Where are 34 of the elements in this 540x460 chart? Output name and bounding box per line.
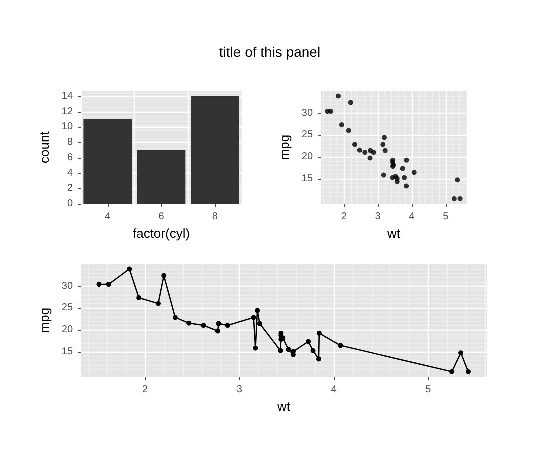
- x-tick-label: 4: [331, 384, 338, 396]
- y-tick-label: 10: [62, 122, 74, 133]
- y-tick-label: 30: [62, 280, 74, 292]
- x-tick-label: 3: [236, 384, 243, 396]
- y-axis-title: mpg: [37, 308, 52, 334]
- x-tick-label: 5: [426, 384, 432, 396]
- x-tick-label: 3: [375, 212, 382, 223]
- y-tick-label: 25: [62, 302, 74, 314]
- x-tick-label: 2: [341, 212, 348, 223]
- x-tick-label: 8: [212, 212, 218, 223]
- y-tick-label: 4: [67, 168, 74, 179]
- y-tick-label: 12: [62, 106, 74, 118]
- x-tick-label: 2: [142, 384, 148, 396]
- y-tick-label: 6: [67, 152, 74, 164]
- x-tick-label: 4: [409, 212, 416, 223]
- y-tick-label: 0: [67, 198, 74, 210]
- y-tick-label: 8: [67, 137, 74, 148]
- x-tick-label: 6: [158, 212, 165, 223]
- y-tick-label: 14: [62, 90, 74, 102]
- x-axis-title: factor(cyl): [132, 226, 190, 241]
- y-tick-label: 20: [62, 324, 74, 336]
- x-axis-title: wt: [386, 226, 401, 241]
- y-axis-title: mpg: [277, 134, 292, 160]
- y-tick-label: 30: [302, 108, 314, 119]
- y-axis-title: count: [37, 131, 52, 164]
- y-tick-label: 15: [62, 346, 74, 358]
- x-axis-title: wt: [276, 399, 291, 414]
- y-tick-label: 2: [67, 183, 74, 194]
- y-tick-label: 15: [302, 173, 314, 184]
- x-tick-label: 5: [443, 212, 450, 223]
- x-tick-label: 4: [105, 212, 112, 223]
- y-tick-label: 25: [302, 130, 314, 141]
- chart-title: title of this panel: [218, 44, 322, 60]
- y-tick-label: 20: [302, 151, 314, 162]
